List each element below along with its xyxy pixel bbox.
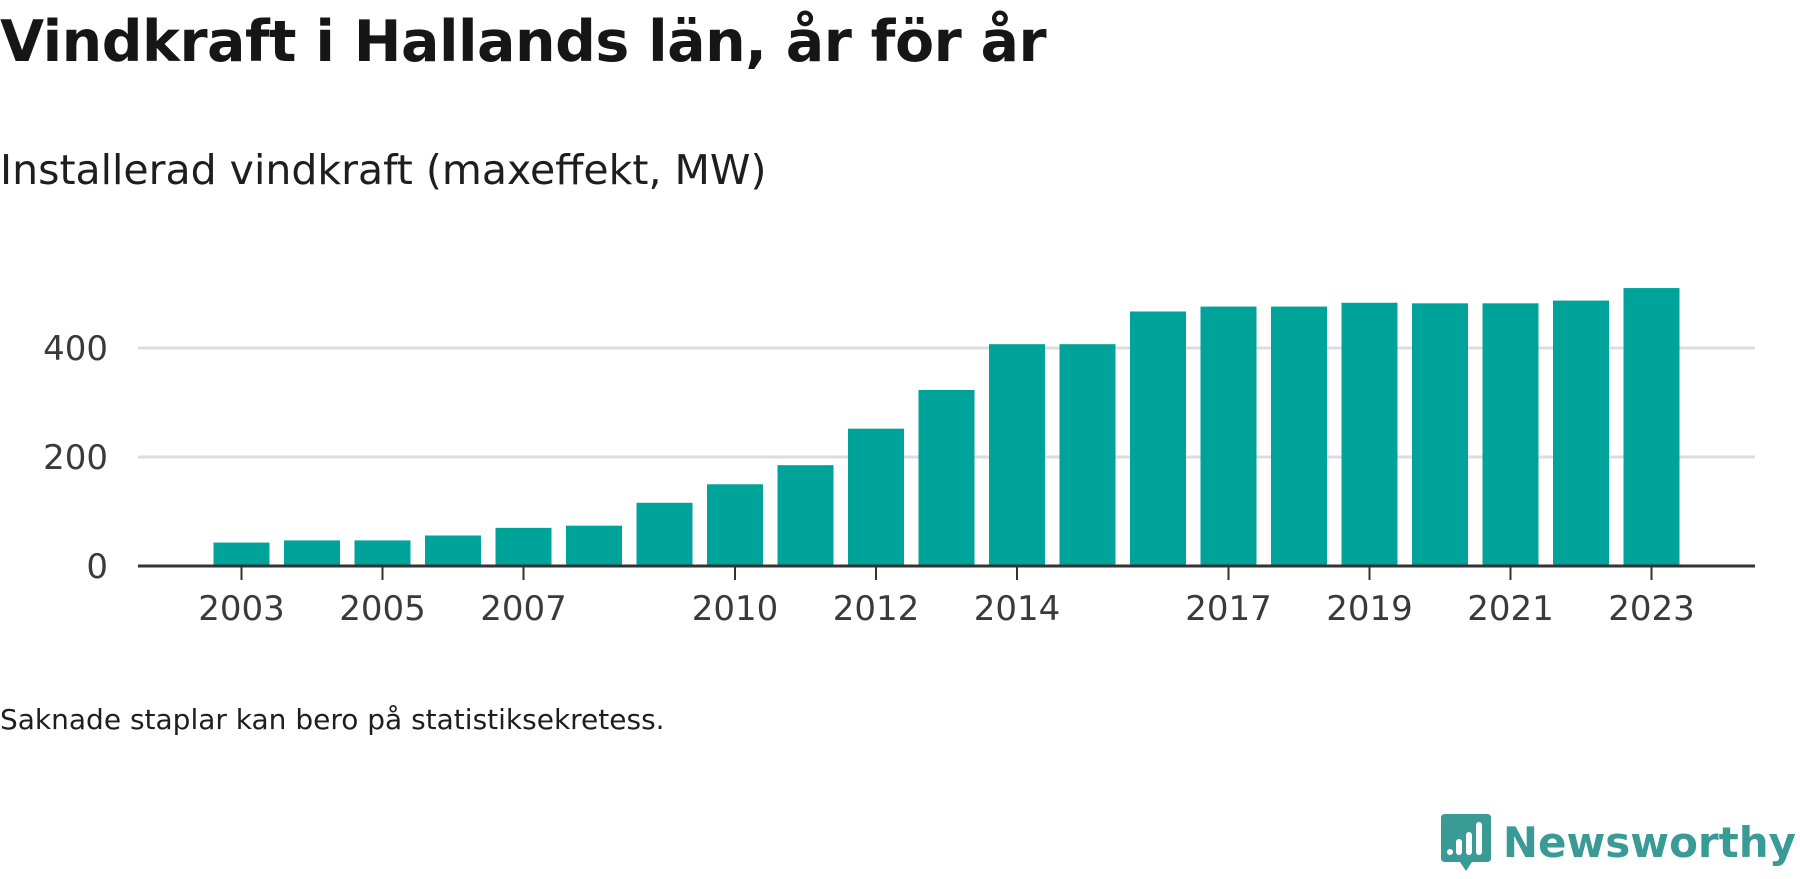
bar: [918, 389, 975, 566]
x-tick-label: 2010: [692, 589, 779, 629]
x-tick-label: 2012: [833, 589, 920, 629]
axes: [138, 564, 1755, 580]
bar: [354, 540, 411, 566]
x-tick-label: 2017: [1185, 589, 1272, 629]
x-tick-label: 2007: [480, 589, 567, 629]
bar: [1059, 344, 1116, 566]
bar: [495, 527, 552, 566]
x-tick-label: 2003: [198, 589, 285, 629]
y-tick-label: 400: [43, 329, 108, 369]
brand: Newsworthy: [1440, 813, 1796, 873]
bar: [1200, 306, 1257, 566]
bars: [213, 288, 1680, 566]
x-tick-label: 2023: [1608, 589, 1695, 629]
bar: [848, 428, 904, 566]
tick-labels: 0 200 400 2003 2005 2007 2010 2012 2014 2017 2019 2…: [43, 329, 1695, 629]
bar: [213, 542, 270, 566]
bar-chart: 0 200 400 2003 2005 2007 2010 2012 2014 2017 2019 2…: [43, 288, 1755, 629]
y-tick-label: 200: [43, 438, 108, 478]
bar: [1412, 303, 1468, 566]
bar: [777, 465, 834, 566]
x-tick-label: 2019: [1326, 589, 1413, 629]
x-tick-label: 2005: [339, 589, 426, 629]
bar: [1130, 311, 1186, 566]
chart-title: Vindkraft i Hallands län, år för år: [0, 9, 1047, 75]
bar: [1271, 306, 1327, 566]
footnote: Saknade staplar kan bero på statistiksek…: [0, 703, 665, 736]
bar: [566, 525, 622, 566]
x-tick-label: 2021: [1467, 589, 1554, 629]
bar: [1482, 303, 1539, 566]
newsworthy-bar-chart-icon: [1440, 814, 1491, 871]
x-tick-label: 2014: [974, 589, 1061, 629]
y-tick-label: 0: [86, 547, 108, 587]
bar: [636, 502, 693, 566]
bar: [1623, 288, 1680, 566]
chart-subtitle: Installerad vindkraft (maxeffekt, MW): [0, 146, 767, 194]
brand-name: Newsworthy: [1502, 818, 1796, 867]
bar: [989, 344, 1045, 566]
bar: [425, 535, 481, 566]
bar: [284, 540, 340, 566]
bar: [707, 484, 763, 566]
chart-area: 0 200 400 2003 2005 2007 2010 2012 2014 2017 2019 2…: [0, 260, 1800, 660]
bar: [1341, 302, 1398, 566]
bar: [1553, 300, 1609, 566]
